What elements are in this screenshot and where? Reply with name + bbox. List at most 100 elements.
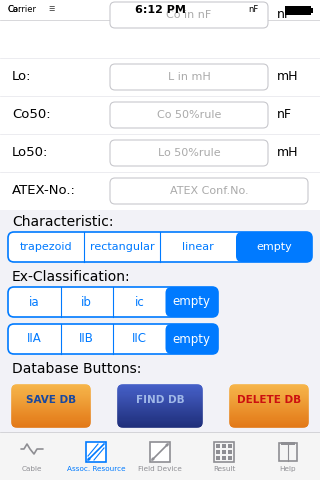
Bar bbox=[7, 418, 95, 419]
Bar bbox=[225, 410, 313, 412]
Circle shape bbox=[151, 457, 155, 460]
Bar bbox=[225, 392, 313, 393]
Bar bbox=[7, 409, 95, 411]
Text: 6:12 PM: 6:12 PM bbox=[135, 5, 185, 15]
Bar bbox=[113, 421, 207, 423]
Text: Carrier: Carrier bbox=[8, 5, 37, 14]
Bar bbox=[225, 413, 313, 415]
Bar bbox=[113, 415, 207, 417]
Bar bbox=[7, 400, 95, 401]
Bar bbox=[113, 384, 207, 386]
FancyBboxPatch shape bbox=[8, 232, 312, 262]
Text: empty: empty bbox=[173, 296, 211, 309]
Bar bbox=[225, 427, 313, 428]
Bar bbox=[7, 405, 95, 407]
Bar bbox=[7, 430, 95, 432]
Bar bbox=[225, 399, 313, 400]
Text: SAVE DB: SAVE DB bbox=[26, 395, 76, 405]
Bar bbox=[7, 416, 95, 418]
Bar bbox=[7, 427, 95, 428]
Bar bbox=[225, 418, 313, 419]
Bar bbox=[113, 410, 207, 412]
Bar bbox=[113, 381, 207, 383]
Bar bbox=[222, 450, 226, 454]
Text: nF: nF bbox=[248, 5, 258, 14]
Text: Co 50%rule: Co 50%rule bbox=[157, 110, 221, 120]
Bar bbox=[225, 424, 313, 425]
Bar bbox=[225, 416, 313, 418]
Bar bbox=[113, 405, 207, 407]
Bar bbox=[225, 396, 313, 397]
Bar bbox=[0, 0, 320, 20]
Bar bbox=[279, 443, 297, 461]
Bar bbox=[225, 388, 313, 390]
Bar bbox=[225, 386, 313, 388]
Text: Lo:: Lo: bbox=[12, 71, 31, 84]
Bar bbox=[225, 385, 313, 387]
Bar bbox=[113, 413, 207, 415]
Bar bbox=[7, 385, 95, 387]
Bar bbox=[225, 409, 313, 411]
Bar bbox=[113, 425, 207, 426]
Bar bbox=[113, 397, 207, 399]
Bar bbox=[113, 394, 207, 395]
Bar bbox=[225, 428, 313, 430]
Bar bbox=[113, 430, 207, 432]
Text: Co50:: Co50: bbox=[12, 108, 51, 121]
Bar bbox=[7, 388, 95, 390]
Bar bbox=[225, 384, 313, 386]
Text: Ex-Classification:: Ex-Classification: bbox=[12, 270, 131, 284]
Bar bbox=[113, 407, 207, 408]
Bar bbox=[7, 393, 95, 394]
Bar bbox=[7, 401, 95, 402]
Bar bbox=[225, 415, 313, 417]
Bar bbox=[0, 210, 320, 430]
Bar bbox=[225, 401, 313, 402]
Text: mH: mH bbox=[277, 71, 299, 84]
Bar bbox=[7, 431, 95, 432]
FancyBboxPatch shape bbox=[165, 287, 218, 317]
Bar bbox=[7, 387, 95, 389]
Bar bbox=[225, 396, 313, 398]
Bar bbox=[7, 403, 95, 405]
Bar bbox=[113, 408, 207, 409]
Bar bbox=[113, 418, 207, 419]
Bar bbox=[281, 442, 295, 445]
Bar bbox=[225, 419, 313, 420]
Text: ic: ic bbox=[134, 296, 144, 309]
Bar bbox=[225, 381, 313, 383]
Bar bbox=[7, 410, 95, 412]
Bar bbox=[225, 411, 313, 413]
Bar bbox=[113, 414, 207, 416]
Bar bbox=[7, 414, 95, 416]
Bar bbox=[7, 429, 95, 431]
Bar bbox=[225, 426, 313, 427]
Bar bbox=[311, 8, 313, 13]
Bar bbox=[7, 407, 95, 408]
Bar bbox=[216, 444, 220, 448]
Bar bbox=[7, 389, 95, 391]
Text: Lo50:: Lo50: bbox=[12, 146, 48, 159]
Circle shape bbox=[165, 444, 169, 446]
Bar bbox=[225, 408, 313, 409]
Bar bbox=[7, 425, 95, 426]
FancyBboxPatch shape bbox=[110, 102, 268, 128]
Bar bbox=[225, 421, 313, 423]
Bar bbox=[228, 450, 232, 454]
Bar bbox=[7, 408, 95, 409]
Bar bbox=[113, 400, 207, 401]
FancyBboxPatch shape bbox=[165, 324, 218, 354]
Bar bbox=[225, 420, 313, 421]
Bar bbox=[113, 396, 207, 397]
Text: Help: Help bbox=[280, 466, 296, 472]
Bar bbox=[0, 432, 320, 480]
Bar bbox=[216, 450, 220, 454]
Bar bbox=[113, 392, 207, 393]
Bar bbox=[225, 422, 313, 424]
Text: Assoc. Resource: Assoc. Resource bbox=[67, 466, 125, 472]
Text: Database Buttons:: Database Buttons: bbox=[12, 362, 141, 376]
Bar bbox=[7, 396, 95, 397]
FancyBboxPatch shape bbox=[236, 232, 312, 262]
Bar bbox=[7, 419, 95, 420]
Text: rectangular: rectangular bbox=[90, 242, 154, 252]
